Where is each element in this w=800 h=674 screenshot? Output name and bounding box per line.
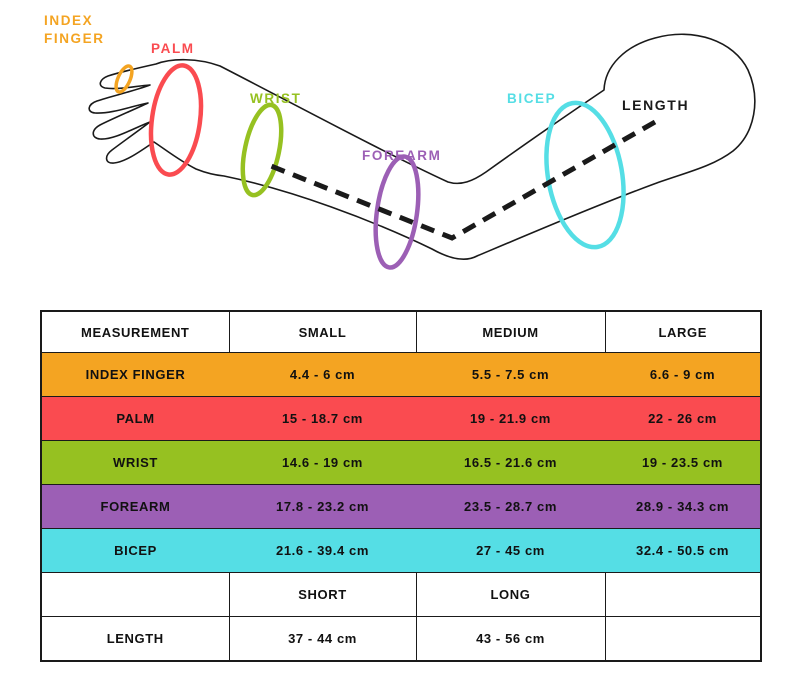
header-measurement: MEASUREMENT [40, 310, 230, 353]
cell-wrist-label: WRIST [41, 440, 229, 485]
header-small: SMALL [228, 310, 417, 353]
palm-ring [148, 63, 204, 177]
cell-bicep-large: 32.4 - 50.5 cm [605, 528, 761, 573]
wrist-ring [240, 102, 284, 198]
cell-index-finger-large: 6.6 - 9 cm [605, 352, 761, 397]
size-table: MEASUREMENT SMALL MEDIUM LARGE INDEX FIN… [40, 310, 762, 662]
header-large: LARGE [604, 310, 762, 353]
row-length-header: SHORT LONG [40, 572, 762, 617]
label-forearm: FOREARM [362, 148, 442, 163]
cell-index-finger-label: INDEX FINGER [41, 352, 229, 397]
row-forearm: FOREARM 17.8 - 23.2 cm 23.5 - 28.7 cm 28… [41, 484, 761, 529]
cell-bicep-medium: 27 - 45 cm [416, 528, 605, 573]
cell-length-header-empty-left [40, 572, 230, 617]
cell-bicep-small: 21.6 - 39.4 cm [229, 528, 416, 573]
arm-outline-illustration [88, 33, 756, 261]
cell-wrist-medium: 16.5 - 21.6 cm [416, 440, 605, 485]
cell-palm-medium: 19 - 21.9 cm [416, 396, 605, 441]
label-palm: PALM [151, 41, 195, 56]
header-medium: MEDIUM [415, 310, 606, 353]
cell-length-empty [604, 616, 762, 662]
cell-length-header-empty-right [604, 572, 762, 617]
arm-measurement-diagram: INDEX FINGER PALM WRIST FOREARM BICEP LE… [0, 0, 800, 300]
cell-length-short: 37 - 44 cm [228, 616, 417, 662]
cell-palm-label: PALM [41, 396, 229, 441]
size-table-header-row: MEASUREMENT SMALL MEDIUM LARGE [40, 310, 762, 353]
arm-illustration-canvas [88, 33, 756, 270]
cell-index-finger-small: 4.4 - 6 cm [229, 352, 416, 397]
forearm-ring [373, 154, 421, 270]
cell-palm-small: 15 - 18.7 cm [229, 396, 416, 441]
cell-bicep-label: BICEP [41, 528, 229, 573]
label-bicep: BICEP [507, 91, 557, 106]
row-palm: PALM 15 - 18.7 cm 19 - 21.9 cm 22 - 26 c… [41, 396, 761, 441]
cell-wrist-large: 19 - 23.5 cm [605, 440, 761, 485]
cell-forearm-large: 28.9 - 34.3 cm [605, 484, 761, 529]
row-bicep: BICEP 21.6 - 39.4 cm 27 - 45 cm 32.4 - 5… [41, 528, 761, 573]
row-index-finger: INDEX FINGER 4.4 - 6 cm 5.5 - 7.5 cm 6.6… [41, 352, 761, 397]
label-index-finger: INDEX FINGER [44, 13, 105, 47]
header-long: LONG [415, 572, 606, 617]
label-length: LENGTH [622, 97, 690, 113]
cell-forearm-medium: 23.5 - 28.7 cm [416, 484, 605, 529]
cell-palm-large: 22 - 26 cm [605, 396, 761, 441]
cell-forearm-label: FOREARM [41, 484, 229, 529]
cell-length-long: 43 - 56 cm [415, 616, 606, 662]
label-wrist: WRIST [250, 91, 302, 106]
row-length: LENGTH 37 - 44 cm 43 - 56 cm [40, 616, 762, 662]
cell-wrist-small: 14.6 - 19 cm [229, 440, 416, 485]
length-dashed-line [265, 119, 657, 241]
row-wrist: WRIST 14.6 - 19 cm 16.5 - 21.6 cm 19 - 2… [41, 440, 761, 485]
index-finger-ring [114, 64, 134, 94]
header-short: SHORT [228, 572, 417, 617]
cell-index-finger-medium: 5.5 - 7.5 cm [416, 352, 605, 397]
cell-forearm-small: 17.8 - 23.2 cm [229, 484, 416, 529]
cell-length-label: LENGTH [40, 616, 230, 662]
